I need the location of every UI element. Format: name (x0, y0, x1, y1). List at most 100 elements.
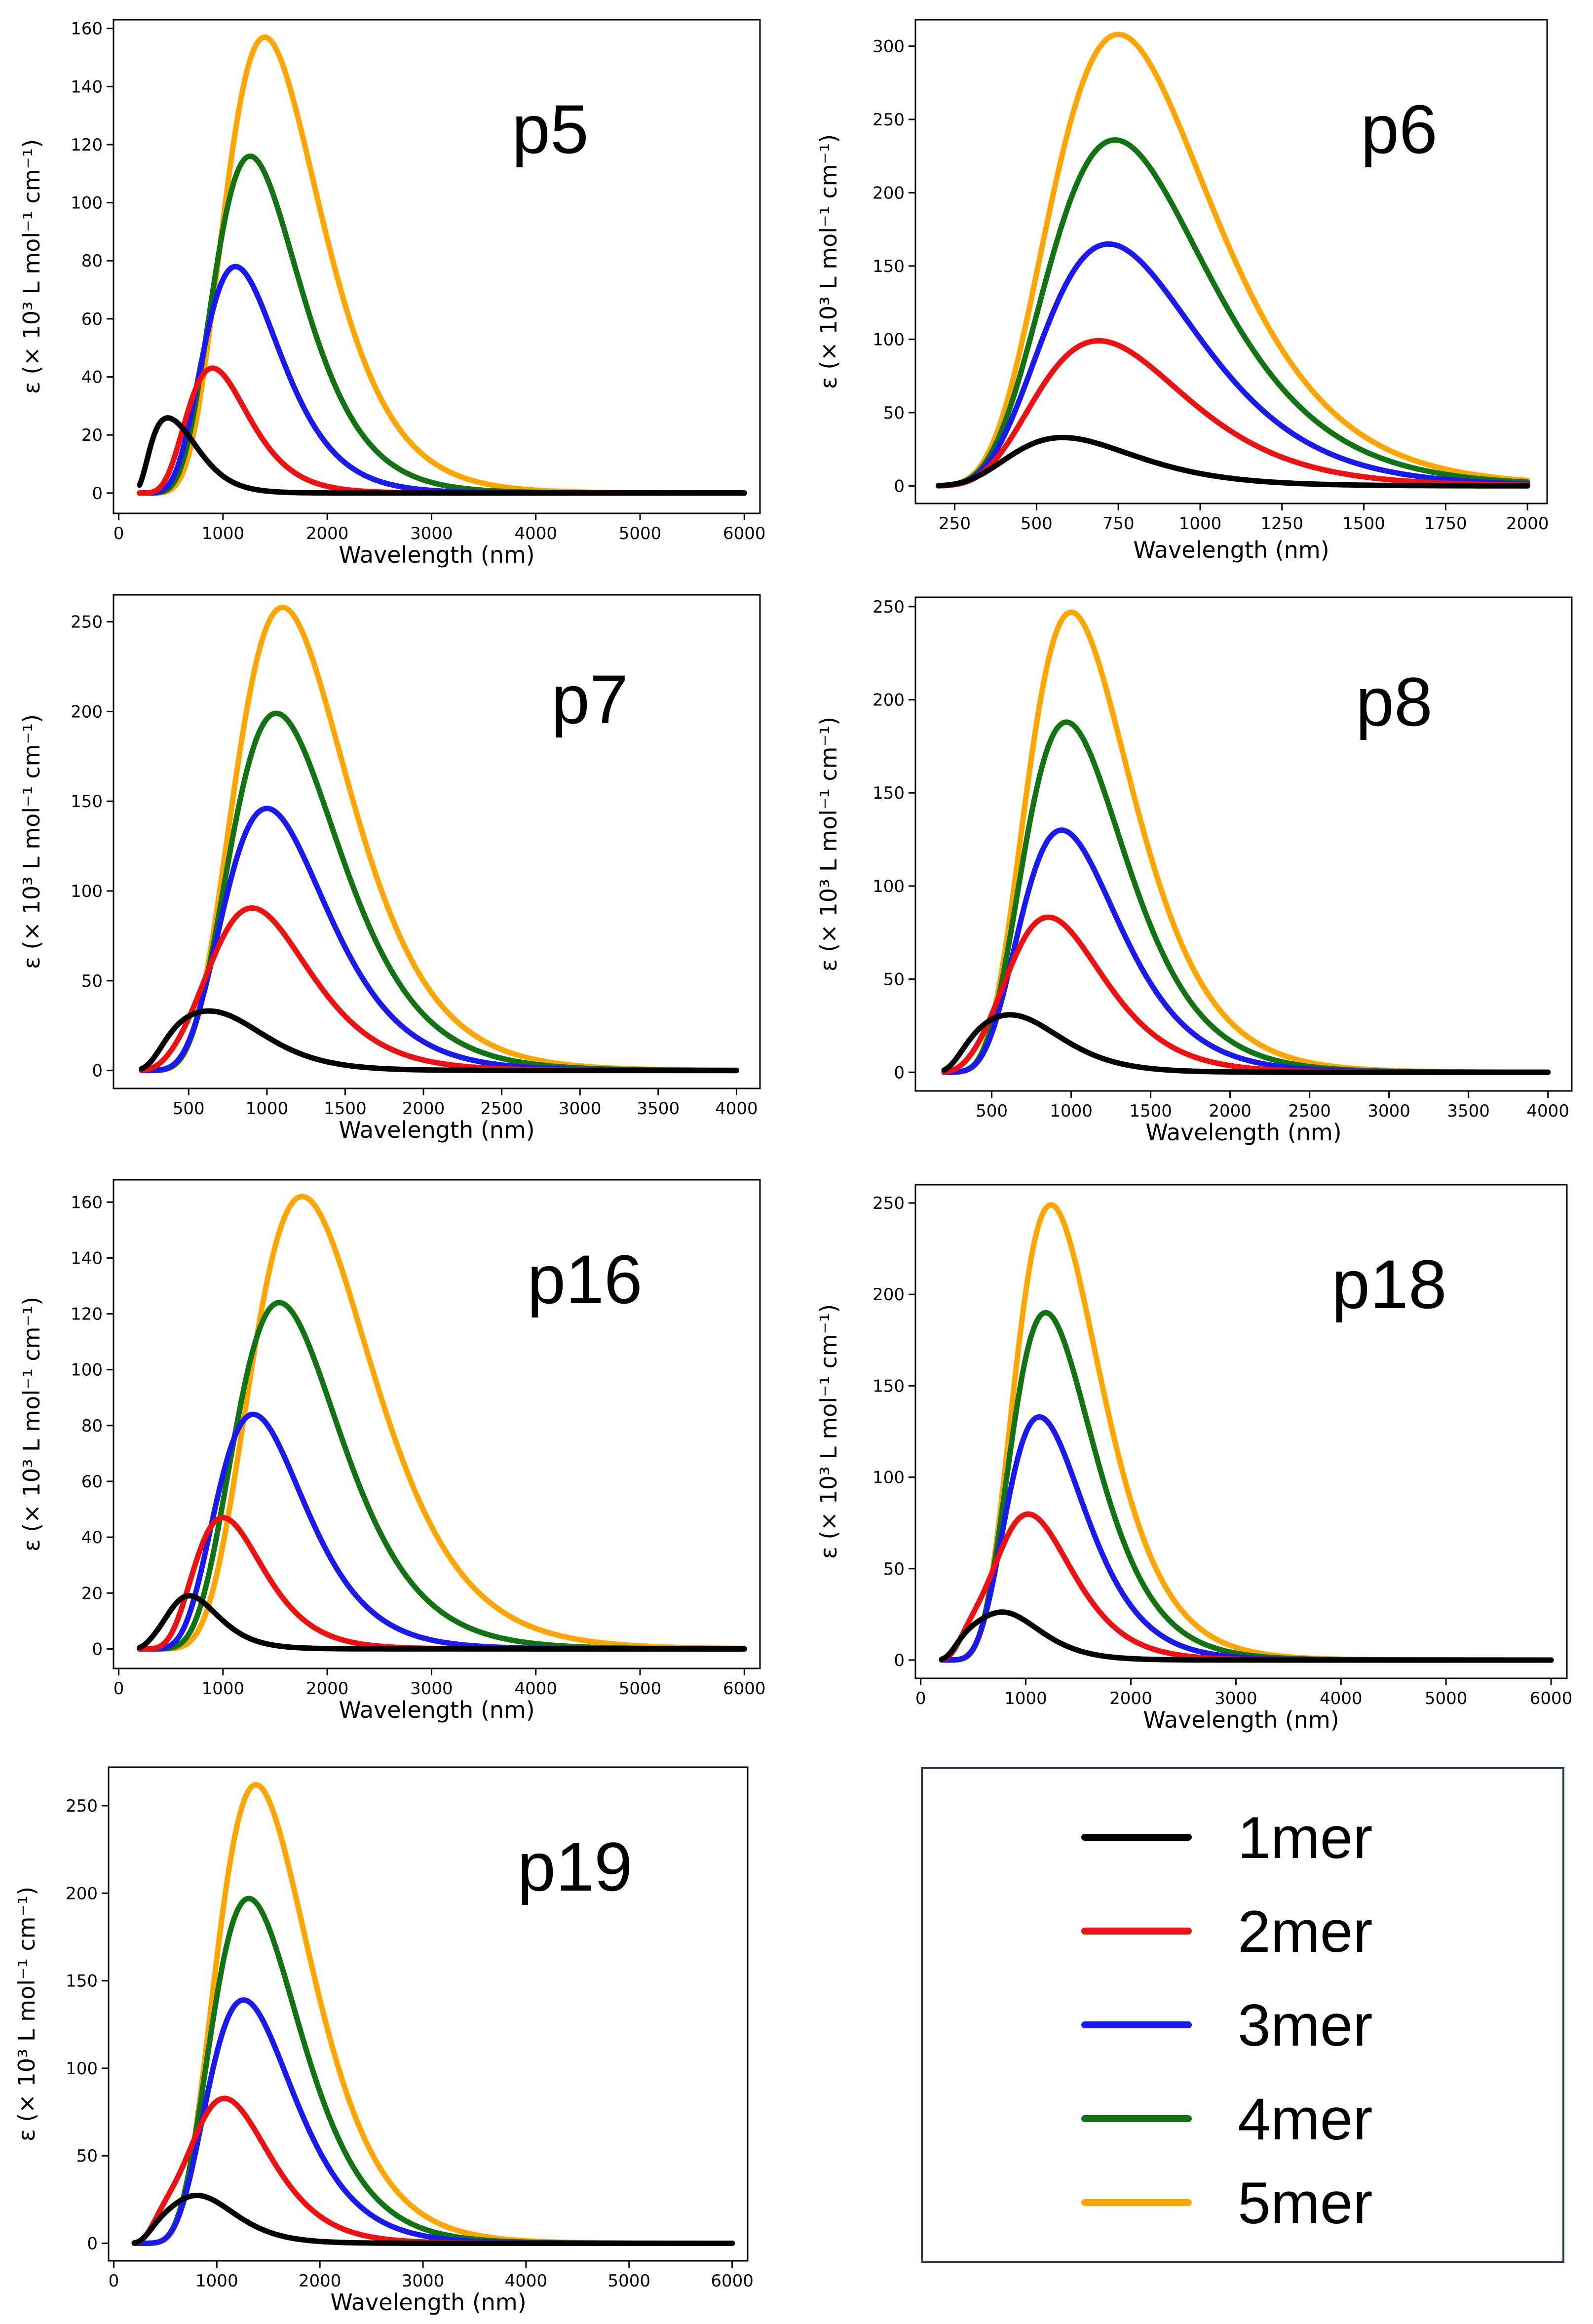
y-tick-label: 200 (872, 183, 905, 203)
x-tick-label: 500 (976, 1101, 1008, 1121)
series-line-2mer (939, 1511, 1554, 1663)
y-tick-label: 0 (92, 1061, 103, 1081)
series-line-5mer (935, 32, 1530, 489)
series-line-4mer (137, 1300, 747, 1652)
series-line-5mer (131, 1782, 735, 2246)
legend-label: 2mer (1238, 1898, 1372, 1965)
panel-title: p7 (551, 660, 628, 738)
chart-panel-p16: p16 0 1000 2000 3000 4000 5000 6000 0 20 40 60 80 10… (18, 1179, 766, 1723)
x-tick-label: 1000 (246, 1099, 289, 1119)
series-line-5mer (939, 1202, 1554, 1663)
x-tick-label: 6000 (723, 524, 766, 543)
x-tick-label: 750 (1102, 514, 1135, 534)
x-tick-label: 3500 (637, 1099, 680, 1119)
x-tick-label: 2000 (1109, 1689, 1152, 1708)
x-tick-label: 0 (114, 1679, 124, 1699)
x-tick-label: 1000 (202, 1679, 245, 1699)
y-axis-title: ε (× 10³ L mol⁻¹ cm⁻¹) (815, 134, 842, 389)
y-tick-label: 50 (883, 1559, 905, 1579)
x-tick-label: 5000 (619, 1679, 662, 1699)
series-line-1mer (939, 1609, 1554, 1663)
x-axis-title: Wavelength (nm) (1133, 537, 1329, 563)
y-tick-label: 250 (71, 613, 103, 632)
series-line-2mer (139, 905, 739, 1074)
x-tick-label: 500 (173, 1099, 205, 1119)
chart-panel-p5: p5 0 1000 2000 3000 4000 5000 6000 0 20 40 60 80 100… (18, 19, 766, 568)
y-axis-title: ε (× 10³ L mol⁻¹ cm⁻¹) (18, 714, 45, 969)
x-tick-label: 250 (939, 514, 971, 534)
y-tick-label: 50 (883, 403, 905, 423)
series-line-1mer (137, 415, 747, 496)
panel-title: p16 (527, 1240, 643, 1318)
y-tick-label: 140 (71, 77, 103, 97)
x-tick-label: 3000 (1367, 1101, 1410, 1121)
chart-panel-p6: p6 250 500 750 1000 1250 1500 1750 2000 0 50 100 15… (815, 19, 1549, 563)
y-tick-label: 100 (71, 882, 103, 901)
x-tick-label: 1250 (1261, 514, 1304, 534)
series-line-4mer (131, 1896, 735, 2246)
y-axis-title: ε (× 10³ L mol⁻¹ cm⁻¹) (815, 1304, 842, 1559)
chart-panel-p18: p18 0 1000 2000 3000 4000 5000 6000 0 50 100 150 20… (815, 1184, 1573, 1733)
x-tick-label: 1000 (195, 2271, 238, 2291)
y-tick-label: 120 (71, 1305, 103, 1324)
plot-frame (914, 1184, 1568, 1679)
x-tick-label: 6000 (723, 1679, 766, 1699)
y-tick-label: 300 (872, 37, 905, 56)
y-tick-label: 80 (81, 251, 103, 271)
y-tick-label: 150 (66, 1972, 98, 1991)
chart-panel-p7: p7 500 1000 1500 2000 2500 3000 3500 4000 0 50 100… (18, 594, 761, 1143)
x-tick-label: 4000 (505, 2271, 548, 2291)
y-tick-label: 50 (76, 2146, 98, 2166)
panel-title: p6 (1361, 90, 1438, 168)
series-line-1mer (137, 1593, 747, 1652)
plot-frame (113, 594, 761, 1089)
y-tick-label: 250 (872, 110, 905, 130)
y-tick-label: 100 (872, 330, 905, 349)
series-line-4mer (935, 137, 1530, 489)
panel-title: p19 (517, 1828, 633, 1905)
x-tick-label: 3000 (410, 1679, 453, 1699)
y-tick-label: 150 (71, 792, 103, 812)
series-line-5mer (137, 1194, 747, 1652)
series-line-5mer (941, 609, 1551, 1075)
x-axis-title: Wavelength (nm) (330, 2289, 526, 2316)
legend-label: 1mer (1238, 1805, 1372, 1871)
y-tick-label: 0 (87, 2234, 98, 2254)
plot-frame (113, 1179, 761, 1669)
x-tick-label: 1500 (1342, 514, 1385, 534)
y-tick-label: 20 (81, 1584, 103, 1603)
y-tick-label: 40 (81, 368, 103, 387)
x-tick-label: 3000 (410, 524, 453, 543)
x-tick-label: 1500 (324, 1099, 367, 1119)
y-tick-label: 20 (81, 426, 103, 445)
y-tick-label: 160 (71, 19, 103, 39)
series-line-5mer (137, 34, 747, 496)
x-tick-label: 500 (1021, 514, 1053, 534)
x-tick-label: 1000 (1179, 514, 1222, 534)
x-tick-label: 5000 (608, 2271, 651, 2291)
x-tick-label: 4000 (514, 1679, 557, 1699)
x-tick-label: 3000 (402, 2271, 445, 2291)
x-tick-label: 2000 (306, 1679, 349, 1699)
y-tick-label: 150 (872, 783, 905, 803)
x-axis-title: Wavelength (nm) (339, 1117, 534, 1143)
x-tick-label: 1750 (1424, 514, 1467, 534)
series-line-1mer (131, 2193, 735, 2246)
y-tick-label: 100 (872, 1468, 905, 1488)
x-tick-label: 3000 (1214, 1689, 1257, 1708)
x-tick-label: 2000 (1209, 1101, 1252, 1121)
x-tick-label: 6000 (1530, 1689, 1573, 1708)
x-axis-title: Wavelength (nm) (339, 542, 534, 568)
x-axis-title: Wavelength (nm) (339, 1697, 534, 1723)
legend-label: 4mer (1238, 2086, 1372, 2152)
y-tick-label: 60 (81, 310, 103, 329)
x-tick-label: 3500 (1447, 1101, 1490, 1121)
x-tick-label: 1000 (1050, 1101, 1093, 1121)
x-axis-title: Wavelength (nm) (1143, 1706, 1339, 1733)
x-tick-label: 5000 (1425, 1689, 1468, 1708)
x-tick-label: 0 (114, 524, 124, 543)
legend-item-2mer: 2mer (1081, 1898, 1372, 1965)
x-tick-label: 2000 (306, 524, 349, 543)
y-tick-label: 200 (872, 691, 905, 710)
